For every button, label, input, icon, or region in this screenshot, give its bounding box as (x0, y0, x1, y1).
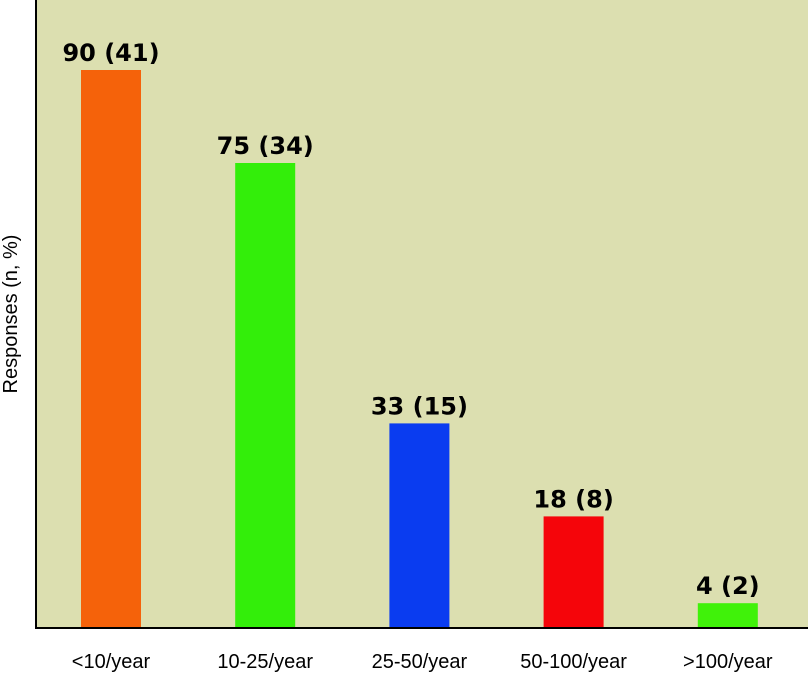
x-tick-labels-group: <10/year 10-25/year 25-50/year 50-100/year >… (72, 651, 773, 673)
x-tick-label-2: 10-25/year (217, 651, 313, 673)
data-labels-group: 90 (41) 75 (34) 33 (15) 18 (8) 4 (2) (62, 39, 759, 600)
data-label-2: 75 (34) (217, 132, 314, 160)
bar-3 (389, 423, 450, 628)
x-tick-label-4: 50-100/year (520, 651, 627, 673)
data-label-3: 33 (15) (371, 392, 468, 420)
bar-1 (81, 70, 141, 628)
bars-group (81, 70, 758, 628)
bar-5 (697, 603, 758, 628)
bar-4 (543, 516, 604, 628)
data-label-5: 4 (2) (696, 572, 760, 600)
data-label-4: 18 (8) (533, 485, 613, 513)
bar-2 (235, 163, 296, 628)
x-tick-label-3: 25-50/year (372, 651, 468, 673)
y-axis-title: Responses (n, %) (0, 235, 22, 394)
x-tick-label-5: >100/year (683, 651, 773, 673)
data-label-1: 90 (41) (62, 39, 159, 67)
x-tick-label-1: <10/year (72, 651, 151, 673)
